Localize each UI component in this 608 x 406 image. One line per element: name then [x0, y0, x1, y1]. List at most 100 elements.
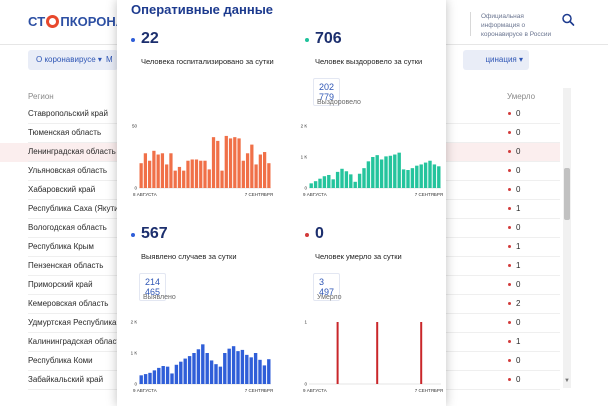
x-end-label: 7 СЕНТЯБРЯ — [415, 192, 443, 197]
y-tick-label: 1 К — [301, 155, 308, 160]
chart-bar — [165, 164, 169, 188]
region-name: Вологодская область — [28, 223, 107, 232]
y-tick-label: 50 — [132, 124, 138, 129]
chart-bar — [240, 349, 245, 384]
chart-bar — [331, 179, 335, 188]
stat-dot-icon — [131, 233, 135, 237]
chart-bar — [406, 170, 410, 188]
chart-bar — [249, 357, 253, 384]
status-dot-icon — [508, 131, 511, 134]
x-start-label: 8 АВГУСТА — [133, 192, 157, 197]
died-value: 1 — [516, 261, 521, 270]
chevron-down-icon: ▾ — [518, 55, 523, 64]
stat-label: Человек умерло за сутки — [315, 252, 402, 261]
chart-bar — [250, 144, 254, 188]
panel-title: Оперативные данные — [131, 2, 274, 17]
nav-vaccination-label: цинация — [485, 55, 517, 64]
scrollbar-track[interactable] — [563, 88, 571, 388]
chart-bar — [220, 170, 224, 188]
chart-bar — [148, 372, 152, 384]
chart-bar — [340, 168, 344, 188]
scroll-down-arrow-icon[interactable]: ▼ — [564, 378, 570, 384]
died-value: 1 — [516, 337, 521, 346]
chart-bar — [174, 364, 179, 384]
region-name: Республика Саха (Якутия) — [28, 204, 126, 213]
chart-bar — [205, 353, 209, 384]
y-tick-label: 0 — [304, 186, 307, 191]
status-dot-icon — [508, 264, 511, 267]
chart-bar — [401, 169, 406, 188]
scrollbar-thumb[interactable] — [564, 168, 570, 220]
status-dot-icon — [508, 169, 511, 172]
chart-bar — [375, 155, 379, 188]
chart-bar — [161, 366, 165, 384]
chart-bar — [182, 170, 186, 188]
header-info-text: Официальная информация о коронавирусе в … — [481, 13, 552, 38]
cases-chart: 2 К 1 К 09 АВГУСТА 7 СЕНТЯБРЯ — [131, 320, 273, 394]
stat-value: 22 — [141, 30, 159, 47]
stat-total-label: Выявлено — [143, 294, 176, 301]
status-dot-icon — [508, 340, 511, 343]
chart-bar — [245, 354, 249, 384]
chart-bar — [313, 181, 318, 188]
x-end-label: 7 СЕНТЯБРЯ — [245, 388, 273, 393]
chart-bar — [224, 135, 228, 188]
region-name: Удмуртская Республика — [28, 318, 117, 327]
chart-bar — [223, 353, 227, 384]
chart-bar — [267, 163, 271, 188]
y-tick-label: 2 К — [131, 320, 138, 325]
region-name: Тюменская область — [28, 128, 102, 137]
died-value: 1 — [516, 204, 521, 213]
recovered-chart: 2 К 1 К 09 АВГУСТА 7 СЕНТЯБРЯ — [301, 124, 443, 198]
stat-value: 567 — [141, 225, 168, 242]
chart-bar — [196, 349, 201, 384]
chart-bar — [353, 181, 357, 188]
nav-about-label: О коронавирусе — [36, 55, 96, 64]
y-tick-label: 0 — [134, 186, 137, 191]
chart-bar — [199, 160, 203, 188]
status-dot-icon — [508, 112, 511, 115]
chart-bar — [218, 366, 223, 384]
chart-bar — [156, 154, 160, 188]
chart-bar — [216, 140, 220, 188]
chart-bar — [237, 138, 241, 188]
x-start-label: 9 АВГУСТА — [303, 388, 327, 393]
status-dot-icon — [508, 359, 511, 362]
nav-vaccination-dropdown[interactable]: цинация ▾ — [463, 50, 529, 70]
chart-bar — [183, 358, 187, 384]
chart-bar — [254, 164, 258, 188]
column-header-died[interactable]: Умерло — [507, 92, 536, 101]
chart-bar — [179, 361, 183, 384]
chart-bar — [376, 322, 379, 384]
search-icon — [562, 13, 575, 26]
died-value: 0 — [516, 280, 521, 289]
chart-bar — [357, 173, 362, 188]
search-button[interactable] — [561, 12, 575, 28]
chart-bar — [344, 171, 349, 188]
chart-bar — [397, 152, 401, 188]
region-name: Ульяновская область — [28, 166, 108, 175]
status-dot-icon — [508, 150, 511, 153]
chart-bar — [423, 162, 428, 188]
y-tick-label: 0 — [304, 382, 307, 387]
chart-bar — [192, 353, 196, 384]
stat-total-label: Выздоровело — [317, 99, 361, 106]
chart-bar — [349, 174, 353, 188]
chart-bar — [152, 370, 157, 384]
deaths-chart: 1 09 АВГУСТА 7 СЕНТЯБРЯ — [303, 320, 443, 394]
chart-bar — [173, 170, 177, 188]
region-name: Хабаровский край — [28, 185, 96, 194]
virus-icon — [46, 14, 60, 28]
died-value: 2 — [516, 299, 521, 308]
chart-bar — [201, 344, 205, 384]
column-header-region[interactable]: Регион — [28, 92, 54, 101]
chart-bar — [157, 367, 161, 384]
chart-bar — [241, 160, 245, 188]
y-tick-label: 0 — [134, 382, 137, 387]
nav-m-dropdown[interactable]: М — [106, 50, 118, 70]
nav-about-dropdown[interactable]: О коронавирусе ▾ — [28, 50, 112, 70]
died-value: 0 — [516, 166, 521, 175]
operational-data-panel: Оперативные данные 22 Человека госпитали… — [117, 0, 446, 406]
x-start-label: 9 АВГУСТА — [303, 192, 327, 197]
died-value: 0 — [516, 356, 521, 365]
